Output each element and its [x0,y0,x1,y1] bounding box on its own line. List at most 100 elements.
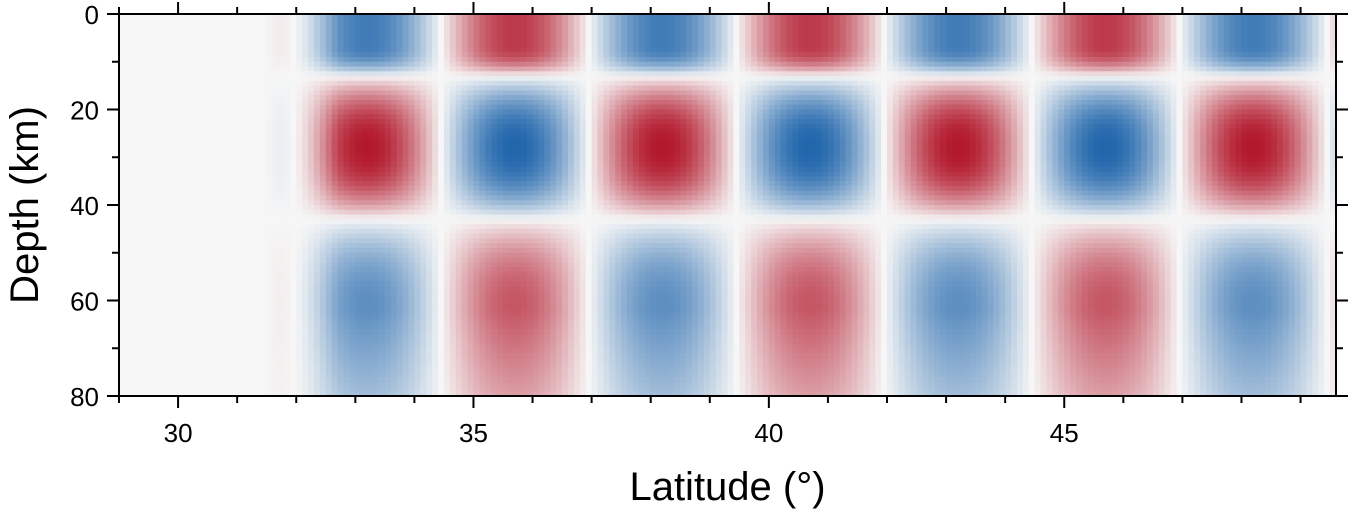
heatmap-cell [296,66,303,72]
heatmap-cell [579,14,587,20]
heatmap-cell [680,95,687,101]
heatmap-cell [183,76,191,82]
heatmap-cell [420,76,427,82]
heatmap-cell [183,23,191,29]
heatmap-cell [485,42,492,49]
heatmap-cell [225,47,232,53]
heatmap-cell [656,80,664,87]
heatmap-cell [827,18,835,25]
heatmap-cell [686,18,693,25]
heatmap-cell [1005,71,1012,77]
heatmap-cell [1235,56,1243,63]
heatmap-cell [1294,66,1302,72]
heatmap-cell [243,23,250,29]
heatmap-cell [1241,47,1248,53]
heatmap-cell [248,52,256,58]
heatmap-cell [993,56,1000,63]
heatmap-cell [881,28,888,34]
heatmap-cell [550,23,557,29]
heatmap-cell [1294,109,1302,115]
heatmap-cell [148,66,156,72]
heatmap-cell [497,66,504,72]
heatmap-cell [367,71,374,77]
heatmap-cell [432,114,439,120]
heatmap-cell [875,119,882,125]
heatmap-cell [1081,109,1089,115]
heatmap-cell [355,47,362,53]
heatmap-cell [1288,114,1296,120]
heatmap-cell [361,14,368,20]
heatmap-cell [1064,23,1071,29]
heatmap-cell [774,71,782,77]
heatmap-cell [963,99,971,106]
heatmap-cell [709,119,717,125]
heatmap-cell [928,85,935,92]
heatmap-cell [1111,14,1119,20]
heatmap-cell [1294,14,1302,20]
heatmap-cell [715,99,723,106]
heatmap-cell [1170,109,1178,115]
heatmap-cell [845,18,853,25]
heatmap-cell [349,18,356,25]
heatmap-cell [349,56,356,63]
heatmap-cell [957,76,965,82]
heatmap-cell [1152,56,1160,63]
heatmap-cell [562,80,569,87]
heatmap-cell [124,71,132,77]
heatmap-cell [520,37,528,44]
heatmap-cell [999,56,1006,63]
heatmap-cell [1158,99,1166,106]
heatmap-cell [526,80,534,87]
heatmap-cell [674,71,681,77]
heatmap-cell [833,114,841,120]
heatmap-cell [1247,119,1254,125]
heatmap-cell [396,28,404,34]
heatmap-cell [1164,123,1172,130]
heatmap-cell [762,90,770,96]
heatmap-cell [1229,95,1237,101]
heatmap-cell [627,85,634,92]
heatmap-cell [1194,37,1201,44]
heatmap-cell [833,104,841,111]
heatmap-cell [810,47,817,53]
heatmap-cell [485,71,492,77]
heatmap-cell [845,114,853,120]
heatmap-cell [993,90,1000,96]
heatmap-cell [337,33,345,39]
heatmap-cell [473,18,480,25]
heatmap-cell [432,52,439,58]
heatmap-cell [337,80,345,87]
heatmap-cell [721,80,729,87]
heatmap-cell [745,56,752,63]
heatmap-cell [1164,47,1172,53]
heatmap-cell [621,104,628,111]
heatmap-cell [567,52,575,58]
heatmap-cell [183,52,191,58]
heatmap-cell [1194,85,1201,92]
heatmap-cell [768,99,776,106]
heatmap-cell [1300,66,1308,72]
heatmap-cell [1164,28,1172,34]
heatmap-cell [739,18,746,25]
heatmap-cell [798,18,805,25]
heatmap-cell [851,47,859,53]
heatmap-cell [142,37,150,44]
heatmap-cell [1282,95,1290,101]
heatmap-cell [627,90,634,96]
heatmap-cell [349,47,356,53]
heatmap-cell [136,114,144,120]
heatmap-cell [290,95,297,101]
heatmap-cell [786,109,794,115]
heatmap-cell [396,56,404,63]
heatmap-cell [532,14,540,20]
heatmap-cell [579,80,587,87]
heatmap-cell [325,33,333,39]
heatmap-cell [1022,61,1030,68]
heatmap-cell [1087,85,1095,92]
heatmap-cell [1194,23,1201,29]
heatmap-cell [751,99,758,106]
heatmap-cell [1265,71,1272,77]
heatmap-cell [969,14,977,20]
heatmap-cell [1040,123,1048,130]
heatmap-cell [975,71,983,77]
